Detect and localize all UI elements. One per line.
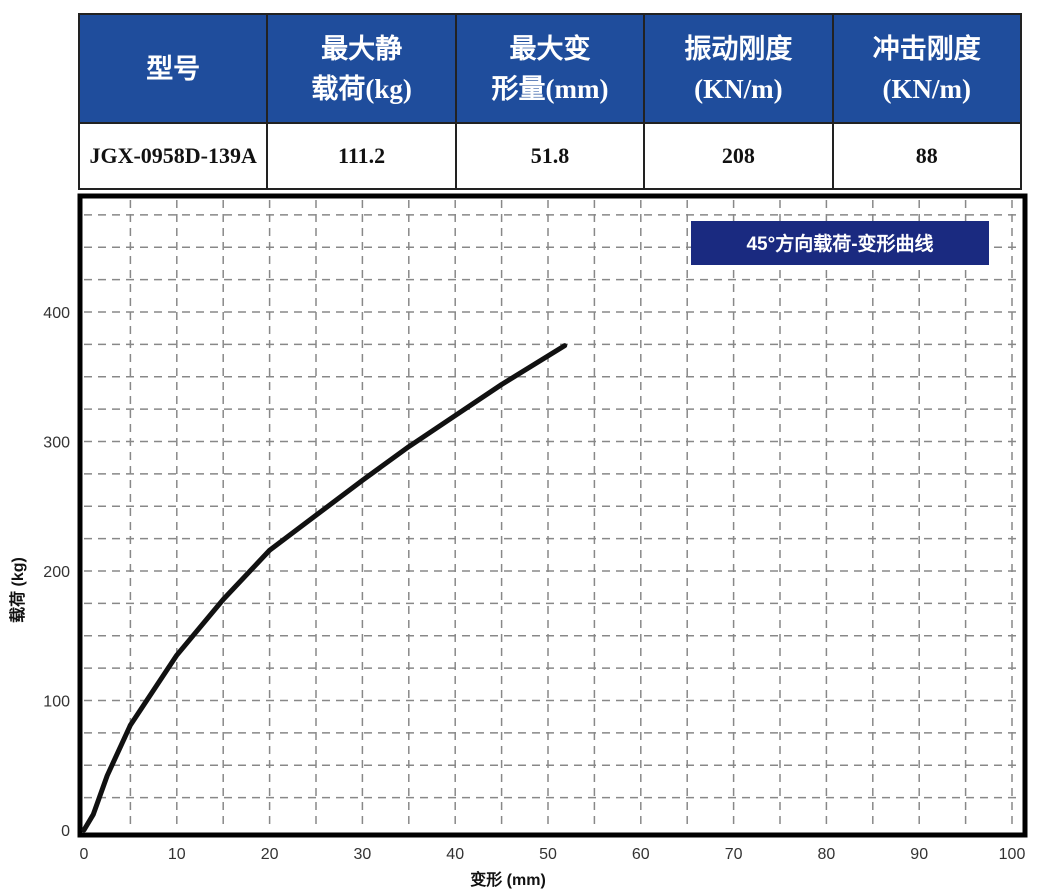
header-cell: 冲击刚度 (KN/m) bbox=[831, 13, 1023, 124]
x-tick-label: 40 bbox=[446, 846, 464, 863]
table-cell: 111.2 bbox=[266, 122, 457, 190]
chart-title: 45°方向载荷-变形曲线 bbox=[746, 232, 933, 255]
x-tick-label: 20 bbox=[261, 846, 279, 863]
header-cell: 型号 bbox=[77, 13, 269, 124]
header-text: (KN/m) bbox=[694, 73, 783, 104]
y-tick-label: 400 bbox=[43, 305, 70, 322]
y-tick-label: 300 bbox=[43, 434, 70, 451]
table-cell: 51.8 bbox=[454, 122, 646, 190]
header-text: 振动刚度 bbox=[684, 33, 793, 64]
title-box bbox=[691, 221, 989, 265]
header-text: (KN/m) bbox=[882, 73, 972, 104]
table-cell: JGX-0958D-139A bbox=[77, 122, 269, 190]
x-axis-title: 变形 (mm) bbox=[470, 870, 546, 889]
data-line bbox=[81, 343, 568, 833]
header-cell: 振动刚度 (KN/m) bbox=[643, 13, 834, 124]
x-tick-label: 70 bbox=[725, 846, 743, 863]
header-text: 最大静 bbox=[321, 33, 403, 64]
x-tick-label: 60 bbox=[632, 846, 650, 863]
header-text: 最大变 bbox=[509, 33, 591, 64]
y-tick-label: 100 bbox=[43, 693, 70, 710]
y-tick-label: 200 bbox=[43, 564, 70, 581]
table-cell: 208 bbox=[643, 122, 834, 190]
x-tick-label: 0 bbox=[80, 846, 89, 863]
y-axis-title: 载荷 (kg) bbox=[9, 557, 27, 623]
x-tick-label: 80 bbox=[818, 846, 836, 863]
header-cell: 最大变形量(mm) bbox=[454, 13, 646, 124]
y-tick-label: 0 bbox=[61, 823, 70, 840]
table-cell: 88 bbox=[831, 122, 1023, 190]
header-text: 型号 bbox=[146, 53, 201, 84]
x-tick-label: 100 bbox=[999, 846, 1026, 863]
header-text: 载荷(kg) bbox=[311, 73, 412, 104]
x-tick-label: 90 bbox=[910, 846, 928, 863]
x-tick-label: 10 bbox=[168, 846, 186, 863]
header-text: 冲击刚度 bbox=[872, 33, 981, 64]
header-cell: 最大静载荷(kg) bbox=[266, 13, 457, 124]
x-tick-label: 30 bbox=[354, 846, 372, 863]
plot-frame bbox=[77, 193, 1028, 838]
spec-table: 型号 最大静 载荷(kg) 最大变 形量(mm) 振动刚度 (KN/m) 冲击刚度 (KN/m)… bbox=[77, 13, 1023, 190]
table-row: JGX-0958D-139A 111.2 51.8 208 88 bbox=[77, 122, 1023, 190]
header-text: 形量(mm) bbox=[491, 73, 609, 104]
x-tick-label: 50 bbox=[539, 846, 557, 863]
